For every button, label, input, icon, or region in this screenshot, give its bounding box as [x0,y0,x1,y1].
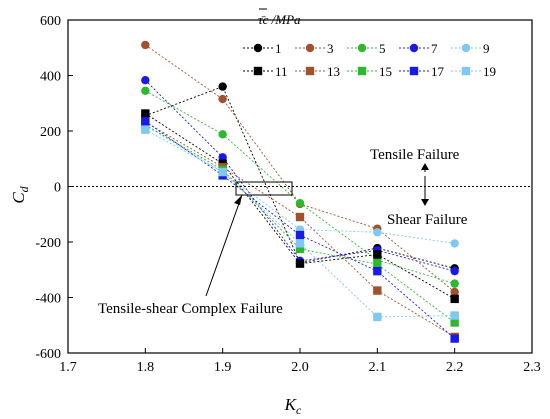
data-point-9 [373,228,382,237]
legend-label-17: 17 [431,64,445,79]
legend-label-7: 7 [431,41,438,56]
series-layer [141,40,459,343]
annotation-tensile-failure: Tensile Failure [370,147,460,163]
series-line-5 [145,90,455,285]
series-line-1 [145,86,455,269]
legend-label-5: 5 [379,41,386,56]
x-tick-label: 2.3 [523,360,541,375]
data-point-17 [373,266,382,276]
legend-marker-15 [357,66,367,76]
data-point-5 [295,198,305,208]
y-tick-label: 0 [54,181,61,196]
legend-marker-3 [305,43,315,53]
legend: τ̄c /MPa 1 3 5 7 911 13 15 17 19 [243,8,496,79]
data-point-17 [450,334,459,343]
y-tick-label: 600 [40,14,61,29]
series-line-7 [145,79,455,272]
legend-label-13: 13 [327,64,340,79]
legend-marker-17 [409,66,419,76]
data-point-19 [373,312,382,322]
data-point-7 [141,76,150,85]
y-tick-label: 400 [40,70,61,85]
axis-ticks: 1.7 1.8 1.9 2.0 2.1 2.2 2.3 -600 -400 -200 0 200 400… [35,14,540,375]
annotation-arrowhead-up [421,163,429,170]
y-tick-label: -600 [35,347,61,362]
annotations: Tensile Failure Shear Failure Tensile-sh… [98,147,468,317]
legend-label-11: 11 [275,64,288,79]
data-point-11 [141,109,150,118]
legend-marker-9 [461,43,471,53]
data-point-17 [295,230,305,240]
series-line-11 [145,113,455,300]
data-point-13 [295,212,305,222]
data-point-19 [295,239,305,248]
data-point-3 [141,40,150,50]
annotation-arrowhead-down [421,199,429,206]
data-point-15 [295,244,305,254]
data-point-19 [141,125,150,134]
annotation-complex-failure: Tensile-shear Complex Failure [98,301,283,317]
data-point-5 [450,279,459,288]
data-point-11 [373,250,382,259]
data-point-3 [450,287,459,297]
legend-label-1: 1 [275,41,282,56]
data-point-19 [218,167,227,177]
data-point-5 [218,130,227,139]
y-tick-label: 200 [40,125,61,140]
data-point-11 [450,294,459,304]
complex-failure-box [235,181,293,196]
data-point-7 [450,266,459,276]
data-point-19 [450,311,459,320]
data-point-13 [373,286,382,295]
legend-marker-11 [253,66,263,76]
series-line-3 [145,44,455,293]
data-point-11 [295,259,305,268]
x-tick-label: 2.1 [369,360,387,375]
y-tick-label: -200 [35,236,61,251]
y-axis-title: Cd [9,185,31,203]
legend-label-15: 15 [379,64,392,79]
data-point-7 [218,153,227,162]
legend-marker-1 [253,43,263,53]
legend-title: τ̄c /MPa [258,12,301,27]
data-point-9 [450,239,459,248]
legend-label-9: 9 [483,41,490,56]
annotation-shear-failure: Shear Failure [387,212,468,228]
data-point-1 [218,82,227,91]
complex-failure-pointer [205,194,243,297]
legend-marker-7 [409,43,419,53]
x-tick-label: 1.8 [137,360,155,375]
x-tick-label: 2.2 [446,360,464,375]
data-point-15 [373,260,382,269]
x-tick-label: 1.7 [59,360,77,375]
x-tick-label: 2.0 [291,360,309,375]
data-point-15 [450,318,459,327]
legend-label-19: 19 [483,64,496,79]
complex-failure-pointer-head [234,195,242,205]
x-axis-title: Kc [284,395,302,417]
y-tick-label: -400 [35,292,61,307]
series-line-9 [145,125,455,244]
data-point-17 [141,117,150,126]
legend-marker-13 [305,66,315,76]
data-point-5 [141,86,150,95]
data-point-3 [218,94,227,104]
x-tick-label: 1.9 [214,360,232,375]
legend-marker-5 [357,43,367,53]
legend-label-3: 3 [327,41,334,56]
legend-marker-19 [461,66,471,76]
